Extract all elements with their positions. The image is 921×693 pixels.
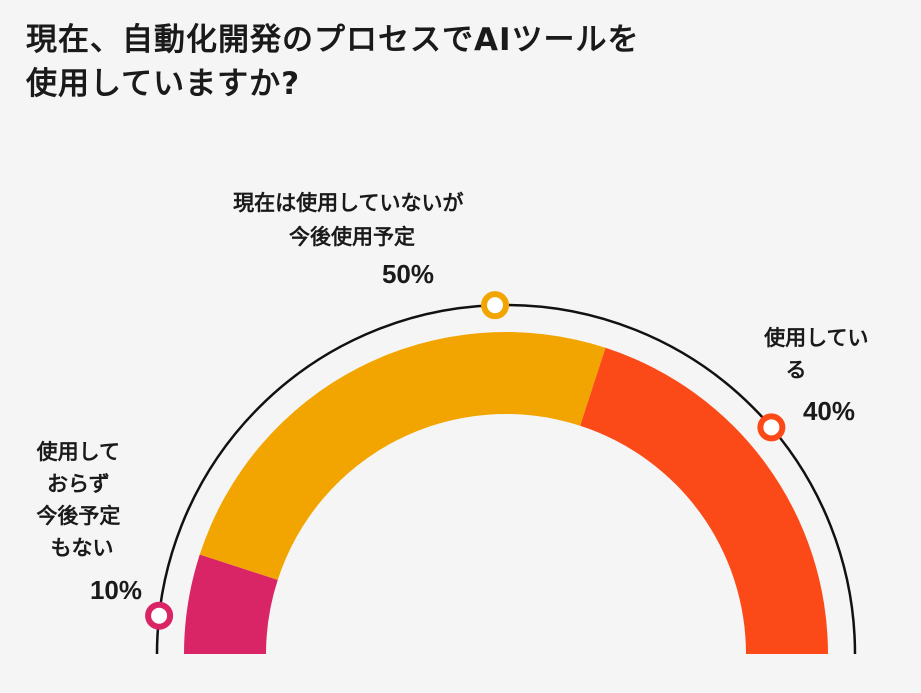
value-label-planning: 50% [382,259,434,289]
category-label-using-line-1: 使用してい [763,326,868,350]
segment-planning [199,332,606,580]
marker-using [757,413,786,442]
marker-planning [481,291,510,320]
chart-segments [184,332,828,654]
category-label-not-using-line-3: 今後予定 [36,504,120,528]
chart-markers [145,291,786,630]
segment-not-using [184,554,278,654]
category-label-not-using-line-1: 使用して [36,440,120,464]
category-label-planning-line-1: 現在は使用していないが [233,191,463,215]
chart-title-line-2: 使用していますか? [26,66,301,102]
category-label-planning: 現在は使用していないが 今後使用予定 [233,191,471,249]
segment-using [580,347,828,654]
category-label-not-using-line-4: もない [51,536,114,560]
category-label-not-using-line-2: おらず [47,472,110,496]
chart-title-line-1: 現在、自動化開発のプロセスでAIツールを [26,22,640,58]
value-label-not-using: 10% [90,575,142,605]
category-label-using: 使用してい る [763,326,876,382]
chart-title: 現在、自動化開発のプロセスでAIツールを 使用していますか? [26,18,746,106]
value-label-using: 40% [803,396,855,426]
category-label-using-line-2: る [786,358,807,382]
marker-not-using [145,601,174,630]
category-label-planning-line-2: 今後使用予定 [289,225,415,249]
category-label-not-using: 使用して おらず 今後予定 もない [36,440,128,560]
